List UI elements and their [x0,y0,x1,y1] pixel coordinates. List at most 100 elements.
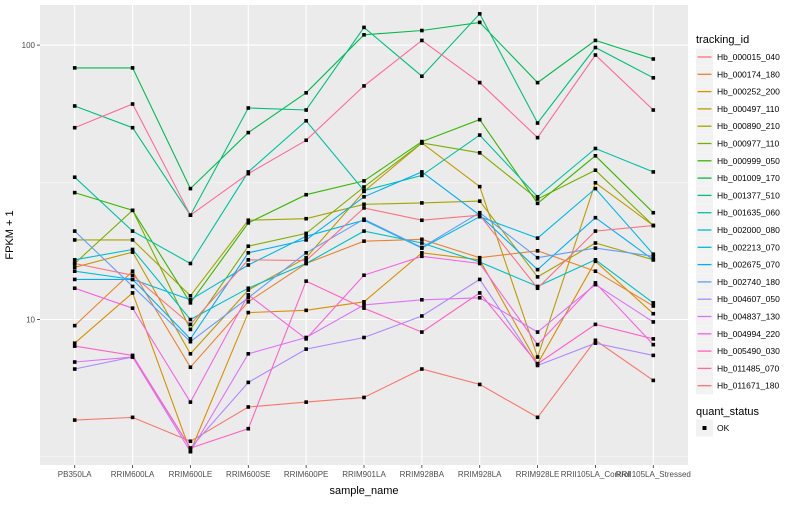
legend: tracking_id Hb_000015_040 Hb_000174_180 Hb… [696,34,780,437]
data-point-Hb_002213_070 [651,252,656,256]
x-tick-label: RRIM928LA [458,470,502,479]
data-point-Hb_001009_170 [420,28,424,33]
data-point-Hb_001377_510 [130,125,135,130]
series-points [72,12,656,454]
data-point-Hb_001635_060 [593,146,598,151]
data-point-Hb_001377_510 [651,76,656,80]
square-point-icon [702,426,707,430]
data-point-Hb_004607_050 [651,353,656,358]
data-point-Hb_000015_040 [246,405,251,409]
data-point-Hb_000890_210 [72,238,77,242]
data-point-Hb_000497_110 [535,355,540,359]
data-point-Hb_001009_170 [304,91,308,95]
data-point-Hb_000252_200 [304,308,308,313]
data-point-Hb_001635_060 [477,133,482,137]
data-point-Hb_000999_050 [593,153,598,158]
data-point-Hb_000999_050 [420,139,424,144]
data-point-Hb_000977_110 [188,327,193,332]
data-point-Hb_000174_180 [535,248,540,253]
data-point-Hb_000015_040 [304,400,308,404]
data-point-Hb_004994_220 [188,400,193,404]
legend-label: Hb_000977_110 [717,139,780,149]
data-point-Hb_001635_060 [130,229,135,233]
data-point-Hb_011485_070 [188,213,193,217]
data-point-Hb_000999_050 [246,221,251,225]
y-axis-title: FPKM + 1 [4,210,16,259]
data-point-Hb_000977_110 [477,151,482,155]
data-point-Hb_001009_170 [72,66,77,70]
legend-item: Hb_011671_180 [696,377,780,395]
data-point-Hb_000252_200 [420,251,424,255]
data-point-Hb_002740_180 [477,210,482,215]
shape-legend-label: OK [717,423,730,433]
data-point-Hb_002213_070 [246,263,251,267]
data-point-Hb_005490_030 [535,361,540,366]
data-point-Hb_000890_210 [535,275,540,279]
data-point-Hb_000890_210 [593,241,598,245]
data-point-Hb_011671_180 [535,286,540,291]
data-point-Hb_004837_130 [246,351,251,356]
data-point-Hb_000015_040 [477,382,482,387]
legend-label: Hb_005490_030 [717,346,780,356]
data-point-Hb_001377_510 [477,12,482,16]
data-point-Hb_001377_510 [246,106,251,110]
data-point-Hb_000890_210 [304,216,308,221]
data-point-Hb_011671_180 [130,273,135,278]
data-point-Hb_000015_040 [535,415,540,420]
legend-item: Hb_000015_040 [696,48,780,66]
data-point-Hb_000977_110 [304,231,308,236]
data-point-Hb_004607_050 [72,367,77,371]
data-point-Hb_000999_050 [304,192,308,197]
legend-label: Hb_000999_050 [717,156,780,166]
data-point-Hb_011485_070 [304,138,308,143]
shape-legend-title: quant_status [696,406,759,418]
data-point-Hb_001009_170 [130,66,135,70]
data-point-Hb_011671_180 [72,261,77,266]
legend-title: tracking_id [696,34,749,46]
data-point-Hb_002740_180 [362,217,366,222]
data-point-Hb_000999_050 [362,179,366,183]
data-point-Hb_001635_060 [535,195,540,199]
legend-item: Hb_002740_180 [696,273,780,291]
data-point-Hb_004837_130 [651,320,656,324]
data-point-Hb_005490_030 [477,291,482,295]
data-point-Hb_002740_180 [72,229,77,233]
legend-item: Hb_011485_070 [696,359,780,377]
legend-item: Hb_004837_130 [696,308,780,325]
x-tick-label: RRIM600SE [226,470,270,479]
data-point-Hb_002740_180 [130,284,135,289]
data-point-Hb_002000_080 [72,258,77,262]
data-point-Hb_002675_070 [420,170,424,174]
data-point-Hb_011671_180 [246,258,251,262]
legend-label: Hb_000252_200 [717,87,780,97]
x-tick-label: RRIM600LA [111,470,155,479]
data-point-Hb_000174_180 [593,269,598,273]
data-point-Hb_000252_200 [362,300,366,304]
data-point-Hb_001009_170 [362,33,366,37]
data-point-Hb_000497_110 [304,255,308,260]
legend-label: Hb_004994_220 [717,329,780,339]
data-point-Hb_004607_050 [420,314,424,318]
data-point-Hb_001377_510 [304,108,308,112]
legend-item: Hb_000252_200 [696,83,780,101]
data-point-Hb_011485_070 [420,38,424,43]
data-point-Hb_002675_070 [593,215,598,220]
data-point-Hb_002675_070 [362,195,366,199]
data-point-Hb_004837_130 [477,295,482,300]
legend-item: Hb_002000_080 [696,221,780,239]
x-tick-label: RRIM600PE [284,470,328,479]
data-point-Hb_004994_220 [362,273,366,278]
data-point-Hb_002740_180 [593,246,598,250]
legend-item: Hb_000890_210 [696,117,780,135]
data-point-Hb_000252_200 [477,258,482,262]
data-point-Hb_000015_040 [130,415,135,420]
data-point-Hb_000252_200 [246,310,251,315]
data-point-Hb_001377_510 [535,121,540,125]
legend-label: Hb_011485_070 [717,363,780,373]
legend-label: Hb_000174_180 [717,69,780,79]
x-tick-label: RRIM928LE [516,470,560,479]
data-point-Hb_000999_050 [535,201,540,206]
data-point-Hb_000999_050 [130,208,135,213]
data-point-Hb_001635_060 [188,261,193,266]
